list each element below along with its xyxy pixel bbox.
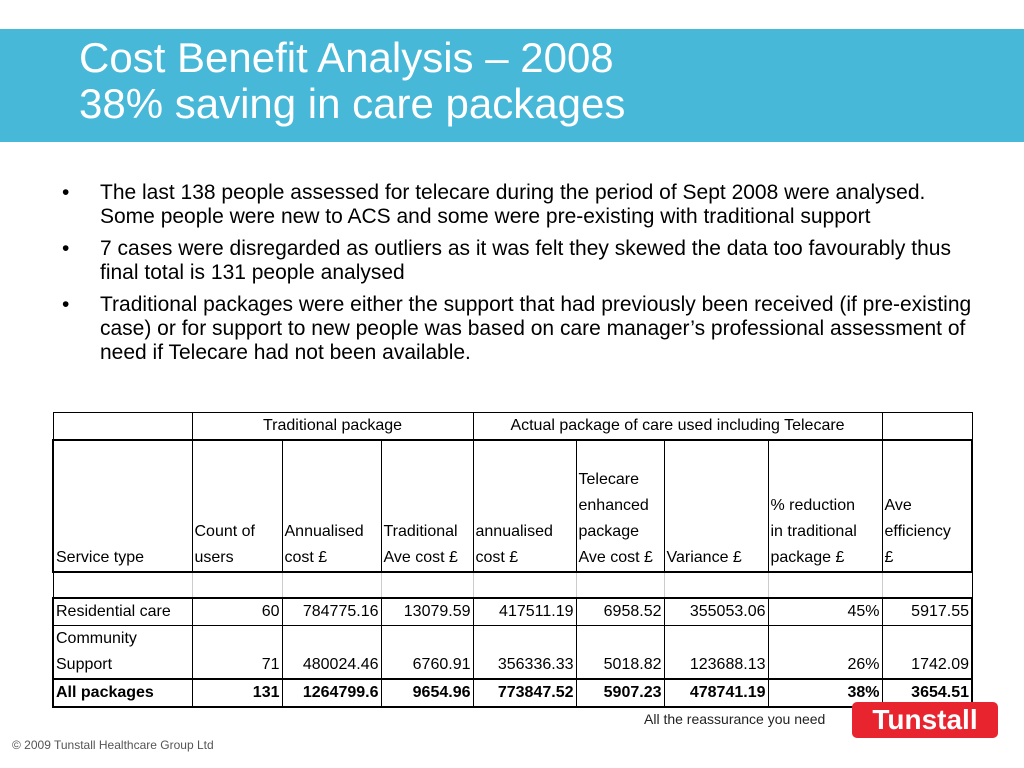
variance-cell: 478741.19 <box>663 678 768 708</box>
ave-efficiency-cell: 1742.09 <box>881 625 974 679</box>
group-header-actual: Actual package of care used including Te… <box>472 412 883 440</box>
tagline: All the reassurance you need <box>644 711 826 727</box>
variance-cell: 355053.06 <box>663 597 768 626</box>
bullet-text: 7 cases were disregarded as outliers as … <box>100 237 951 284</box>
spacer-cell <box>191 571 282 598</box>
header-ave-efficiency: Ave efficiency £ <box>881 439 974 572</box>
group-header-row: Traditional package Actual package of ca… <box>52 412 973 440</box>
bullet-icon: • <box>62 293 70 316</box>
group-header-traditional: Traditional package <box>191 412 473 440</box>
telecare-ave-cost-cell: 5018.82 <box>575 625 664 679</box>
variance-cell: 123688.13 <box>663 625 768 679</box>
spacer-cell <box>575 571 664 598</box>
title-bar <box>0 29 1024 142</box>
header-annualised-cost: Annualised cost £ <box>281 439 381 572</box>
header-line: efficiency <box>884 523 951 540</box>
annualised-cost-cell: 1264799.6 <box>281 678 381 708</box>
tunstall-logo: Tunstall <box>852 702 998 738</box>
header-line: annualised <box>475 523 553 540</box>
spacer-cell <box>380 571 473 598</box>
header-line: Variance £ <box>666 549 742 566</box>
header-line: Ave cost £ <box>578 549 653 566</box>
header-variance: Variance £ <box>663 439 768 572</box>
bullet-item: • 7 cases were disregarded as outliers as… <box>62 237 972 285</box>
copyright: © 2009 Tunstall Healthcare Group Ltd <box>12 738 214 752</box>
table-row: Community Support 71 480024.46 6760.91 35… <box>52 625 974 679</box>
header-line: Telecare <box>578 471 639 488</box>
header-telecare-ave-cost: Telecare enhanced package Ave cost £ <box>575 439 664 572</box>
row-label-line: Support <box>56 656 113 673</box>
bullet-text: Traditional packages were either the sup… <box>100 293 972 364</box>
traditional-ave-cost-cell: 9654.96 <box>380 678 473 708</box>
spacer-cell <box>472 571 576 598</box>
header-traditional-ave-cost: Traditional Ave cost £ <box>380 439 473 572</box>
header-line: Traditional <box>383 523 458 540</box>
header-line: cost £ <box>475 549 519 566</box>
header-line: in traditional <box>770 523 857 540</box>
header-line: package £ <box>770 549 845 566</box>
row-label: Residential care <box>52 597 192 626</box>
slide-title-line-1: Cost Benefit Analysis – 2008 <box>79 34 614 81</box>
header-line: £ <box>884 549 894 566</box>
header-line: package <box>578 523 640 540</box>
bullet-list: • The last 138 people assessed for teleca… <box>62 181 972 373</box>
spacer-cell <box>281 571 381 598</box>
header-line: Ave cost £ <box>383 549 458 566</box>
cost-benefit-table: Traditional package Actual package of ca… <box>52 412 974 708</box>
bullet-item: • The last 138 people assessed for teleca… <box>62 181 972 229</box>
bullet-text: The last 138 people assessed for telecar… <box>100 181 926 228</box>
header-line: Count of <box>194 523 255 540</box>
count-of-users-cell: 71 <box>191 625 282 679</box>
spacer-cell <box>663 571 768 598</box>
table-row-total: All packages 131 1264799.6 9654.96 77384… <box>52 678 974 708</box>
telecare-ave-cost-cell: 5907.23 <box>575 678 664 708</box>
header-service-type: Service type <box>52 439 192 572</box>
spacer-cell <box>767 571 883 598</box>
bullet-icon: • <box>62 181 70 204</box>
spacer-row <box>52 571 973 598</box>
row-label-line: Residential care <box>56 603 171 620</box>
traditional-ave-cost-cell: 13079.59 <box>380 597 473 626</box>
percent-reduction-cell: 45% <box>767 597 883 626</box>
row-label: All packages <box>52 678 192 708</box>
header-line: enhanced <box>578 497 649 514</box>
row-label-line: All packages <box>56 684 154 701</box>
header-actual-annualised-cost: annualised cost £ <box>472 439 576 572</box>
actual-annualised-cost-cell: 417511.19 <box>472 597 576 626</box>
count-of-users-cell: 60 <box>191 597 282 626</box>
bullet-icon: • <box>62 237 70 260</box>
row-label: Community Support <box>52 625 192 679</box>
group-header-empty <box>881 412 973 440</box>
bullet-item: • Traditional packages were either the su… <box>62 293 972 365</box>
column-header-row: Service type Count of users Annualised cos… <box>52 439 974 572</box>
header-count-of-users: Count of users <box>191 439 282 572</box>
actual-annualised-cost-cell: 356336.33 <box>472 625 576 679</box>
annualised-cost-cell: 784775.16 <box>281 597 381 626</box>
spacer-cell <box>881 571 973 598</box>
ave-efficiency-cell: 5917.55 <box>881 597 974 626</box>
traditional-ave-cost-cell: 6760.91 <box>380 625 473 679</box>
header-line: Service type <box>56 549 145 566</box>
row-label-line: Community <box>56 630 137 647</box>
count-of-users-cell: 131 <box>191 678 282 708</box>
header-line: cost £ <box>284 549 328 566</box>
actual-annualised-cost-cell: 773847.52 <box>472 678 576 708</box>
table-row: Residential care 60 784775.16 13079.59 4… <box>52 597 974 626</box>
percent-reduction-cell: 26% <box>767 625 883 679</box>
slide-title-line-2: 38% saving in care packages <box>79 80 626 127</box>
spacer-cell <box>52 571 192 598</box>
group-header-empty <box>52 412 192 440</box>
header-percent-reduction: % reduction in traditional package £ <box>767 439 883 572</box>
annualised-cost-cell: 480024.46 <box>281 625 381 679</box>
header-line: Ave <box>884 497 912 514</box>
header-line: % reduction <box>770 497 856 514</box>
header-line: users <box>194 549 234 566</box>
telecare-ave-cost-cell: 6958.52 <box>575 597 664 626</box>
percent-reduction-cell: 38% <box>767 678 883 708</box>
header-line: Annualised <box>284 523 364 540</box>
